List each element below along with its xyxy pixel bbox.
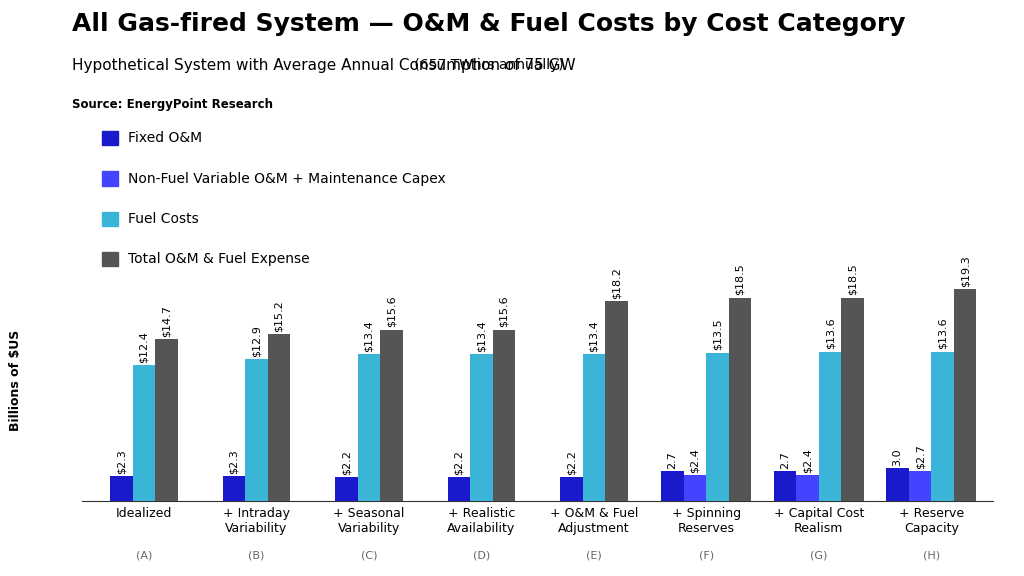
Text: $12.4: $12.4: [139, 331, 148, 362]
Text: (A): (A): [135, 551, 152, 560]
Text: 3.0: 3.0: [893, 448, 902, 466]
Text: $2.2: $2.2: [341, 450, 351, 475]
Bar: [155, 339, 177, 501]
Text: Fuel Costs: Fuel Costs: [128, 212, 199, 226]
Text: $2.3: $2.3: [117, 449, 126, 473]
Text: $15.6: $15.6: [386, 295, 396, 327]
Text: $2.2: $2.2: [566, 450, 577, 475]
Bar: [470, 354, 493, 501]
Text: Billions of $US: Billions of $US: [9, 329, 22, 431]
Bar: [684, 475, 707, 501]
Text: Total O&M & Fuel Expense: Total O&M & Fuel Expense: [128, 252, 309, 266]
Bar: [447, 477, 470, 501]
Text: $2.4: $2.4: [803, 448, 813, 472]
Bar: [493, 329, 515, 501]
Text: (D): (D): [473, 551, 489, 560]
Text: (E): (E): [586, 551, 602, 560]
Bar: [662, 471, 684, 501]
Text: (657 TWhrs annually): (657 TWhrs annually): [410, 58, 563, 71]
Text: $14.7: $14.7: [162, 305, 171, 338]
Bar: [909, 471, 932, 501]
Text: (C): (C): [360, 551, 377, 560]
Text: $2.7: $2.7: [915, 444, 925, 469]
Text: 2.7: 2.7: [780, 452, 791, 469]
Bar: [357, 354, 380, 501]
Text: 2.7: 2.7: [668, 452, 678, 469]
Text: $13.6: $13.6: [938, 318, 947, 350]
Text: $2.3: $2.3: [228, 449, 239, 473]
Bar: [707, 353, 729, 501]
Text: $13.6: $13.6: [825, 318, 836, 350]
Bar: [819, 351, 842, 501]
Bar: [560, 477, 583, 501]
Text: Source: EnergyPoint Research: Source: EnergyPoint Research: [72, 98, 272, 111]
Text: $12.9: $12.9: [251, 325, 261, 357]
Text: (H): (H): [923, 551, 940, 560]
Text: $13.4: $13.4: [364, 320, 374, 351]
Text: Non-Fuel Variable O&M + Maintenance Capex: Non-Fuel Variable O&M + Maintenance Cape…: [128, 172, 445, 185]
Bar: [222, 476, 245, 501]
Text: $2.2: $2.2: [454, 450, 464, 475]
Bar: [267, 334, 290, 501]
Text: $13.4: $13.4: [476, 320, 486, 351]
Bar: [110, 476, 132, 501]
Text: All Gas-fired System — O&M & Fuel Costs by Cost Category: All Gas-fired System — O&M & Fuel Costs …: [72, 12, 905, 36]
Bar: [132, 365, 155, 501]
Text: $2.4: $2.4: [690, 448, 700, 472]
Bar: [583, 354, 605, 501]
Text: $18.5: $18.5: [735, 264, 745, 295]
Bar: [932, 351, 954, 501]
Bar: [380, 329, 402, 501]
Text: $15.2: $15.2: [273, 300, 284, 332]
Text: $19.3: $19.3: [961, 255, 970, 287]
Text: $18.5: $18.5: [848, 264, 858, 295]
Bar: [954, 289, 977, 501]
Text: Hypothetical System with Average Annual Consumption of 75 GW: Hypothetical System with Average Annual …: [72, 58, 575, 73]
Bar: [797, 475, 819, 501]
Text: $18.2: $18.2: [611, 267, 622, 299]
Bar: [887, 468, 909, 501]
Text: (F): (F): [698, 551, 714, 560]
Bar: [245, 359, 267, 501]
Bar: [842, 298, 864, 501]
Text: $15.6: $15.6: [499, 295, 509, 327]
Text: (G): (G): [810, 551, 827, 560]
Text: $13.4: $13.4: [589, 320, 599, 351]
Text: (B): (B): [248, 551, 264, 560]
Bar: [335, 477, 357, 501]
Bar: [774, 471, 797, 501]
Bar: [605, 301, 628, 501]
Text: $13.5: $13.5: [713, 319, 723, 350]
Bar: [729, 298, 752, 501]
Text: Fixed O&M: Fixed O&M: [128, 131, 202, 145]
